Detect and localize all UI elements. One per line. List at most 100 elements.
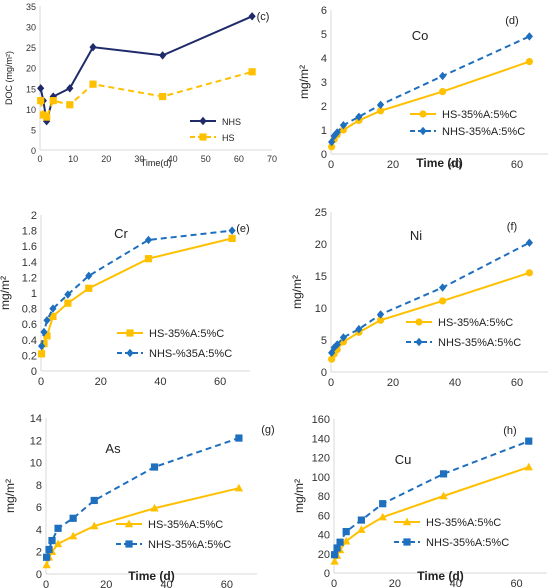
legend-marker: [419, 110, 427, 118]
legend-marker: [419, 126, 427, 136]
data-point: [439, 88, 447, 96]
chart-title: Cr: [114, 226, 128, 241]
legend-label: NHS-%35A:5%C: [149, 348, 232, 360]
x-tick-label: 70: [267, 154, 277, 164]
chart-panel-h: 0 20 40 60 0 20 40 60 80 100 120 140 160 Time (d) mg/m…: [292, 414, 547, 588]
data-point: [144, 235, 153, 245]
legend: NHS HS: [190, 116, 241, 143]
x-tick-label: 60: [511, 159, 523, 171]
data-point: [333, 544, 341, 552]
data-point: [379, 500, 387, 508]
data-point: [150, 463, 159, 471]
data-point: [328, 137, 336, 147]
y-tick-label: 0: [36, 569, 42, 581]
y-tick-label: 2: [36, 547, 42, 559]
x-tick-label: 10: [68, 154, 78, 164]
chart-panel-c: 0 10 20 30 40 50 60 70 0 5 10 15 20 25 30 35 Time(d) DOC …: [4, 2, 277, 168]
data-point: [37, 84, 45, 93]
data-point: [68, 531, 78, 540]
legend: HS-35%A:5%C NHS-%35A:5%C: [117, 328, 232, 360]
data-point: [339, 121, 347, 130]
y-tick-label: 1.8: [22, 226, 37, 238]
y-tick-label: 100: [312, 472, 330, 484]
x-tick-label: 40: [168, 154, 178, 164]
panel-label: (c): [257, 11, 270, 23]
y-axis-label: DOC (mg/m²): [4, 51, 14, 105]
x-axis-label: Time (d): [417, 569, 463, 583]
x-tick-label: 40: [449, 159, 461, 171]
y-tick-label: 0.6: [22, 319, 37, 331]
series-line: [39, 70, 253, 119]
legend-label: HS-35%A:5%C: [149, 328, 224, 340]
legend-marker: [126, 348, 134, 358]
y-tick-label: 20: [315, 239, 327, 251]
data-point: [69, 514, 77, 522]
data-point: [90, 521, 99, 530]
y-tick-label: 0.2: [22, 350, 37, 362]
data-point: [330, 343, 338, 352]
legend-marker: [125, 540, 133, 548]
y-tick-label: 5: [321, 29, 327, 41]
data-point: [342, 528, 350, 536]
data-point: [357, 525, 366, 533]
x-tick-label: 40: [154, 376, 166, 388]
data-point: [248, 68, 256, 76]
legend-marker: [199, 116, 207, 126]
y-axis-label: mg/m²: [3, 479, 17, 513]
y-tick-label: 25: [315, 207, 327, 219]
x-tick-label: 20: [387, 159, 399, 171]
data-point: [53, 539, 63, 548]
y-axis-label: mg/m²: [297, 65, 311, 99]
y-tick-label: 10: [26, 105, 36, 115]
y-tick-label: 15: [26, 84, 36, 94]
data-point: [377, 107, 385, 115]
y-tick-label: 15: [315, 271, 327, 283]
data-point: [524, 462, 533, 471]
y-tick-label: 40: [318, 530, 330, 542]
x-tick-label: 0: [43, 579, 49, 588]
panel-label: (h): [503, 425, 516, 437]
data-point: [378, 512, 387, 521]
data-point: [85, 271, 93, 281]
data-point: [330, 131, 338, 141]
data-point: [159, 92, 167, 101]
y-tick-label: 6: [321, 5, 327, 17]
data-point: [159, 51, 167, 60]
x-axis-label: Time(d): [141, 158, 172, 168]
data-point: [333, 128, 341, 137]
chart-title: Ni: [410, 228, 422, 243]
panel-label: (g): [261, 424, 274, 436]
data-point: [54, 524, 62, 532]
data-point: [64, 290, 72, 299]
x-tick-label: 20: [95, 376, 107, 388]
legend-marker: [402, 517, 412, 526]
data-point: [90, 496, 98, 505]
x-tick-label: 0: [331, 578, 337, 588]
data-point: [525, 238, 533, 247]
data-point: [228, 234, 236, 242]
data-point: [439, 71, 447, 81]
panel-label: (d): [505, 15, 518, 27]
x-tick-label: 60: [214, 376, 226, 388]
y-axis-label: mg/m²: [290, 275, 304, 309]
data-point: [525, 269, 534, 277]
legend-label: HS-35%A:5%C: [442, 109, 517, 121]
y-tick-label: 60: [318, 510, 330, 522]
data-point: [89, 80, 97, 88]
x-tick-label: 60: [221, 579, 233, 588]
y-tick-label: 120: [312, 453, 330, 465]
y-tick-label: 0.4: [22, 335, 37, 347]
legend-label: NHS: [222, 117, 241, 127]
data-point: [49, 304, 57, 313]
series-line: [333, 440, 530, 556]
data-point: [439, 283, 447, 292]
x-tick-label: 60: [511, 377, 523, 389]
data-point: [341, 536, 351, 545]
data-point: [43, 113, 51, 121]
legend-label: HS: [222, 133, 235, 143]
y-tick-label: 4: [321, 53, 327, 65]
data-point: [49, 97, 57, 105]
data-point: [248, 12, 256, 21]
data-point: [64, 299, 72, 307]
legend: HS-35%A:5%C NHS-35%A:5%C: [410, 109, 525, 138]
